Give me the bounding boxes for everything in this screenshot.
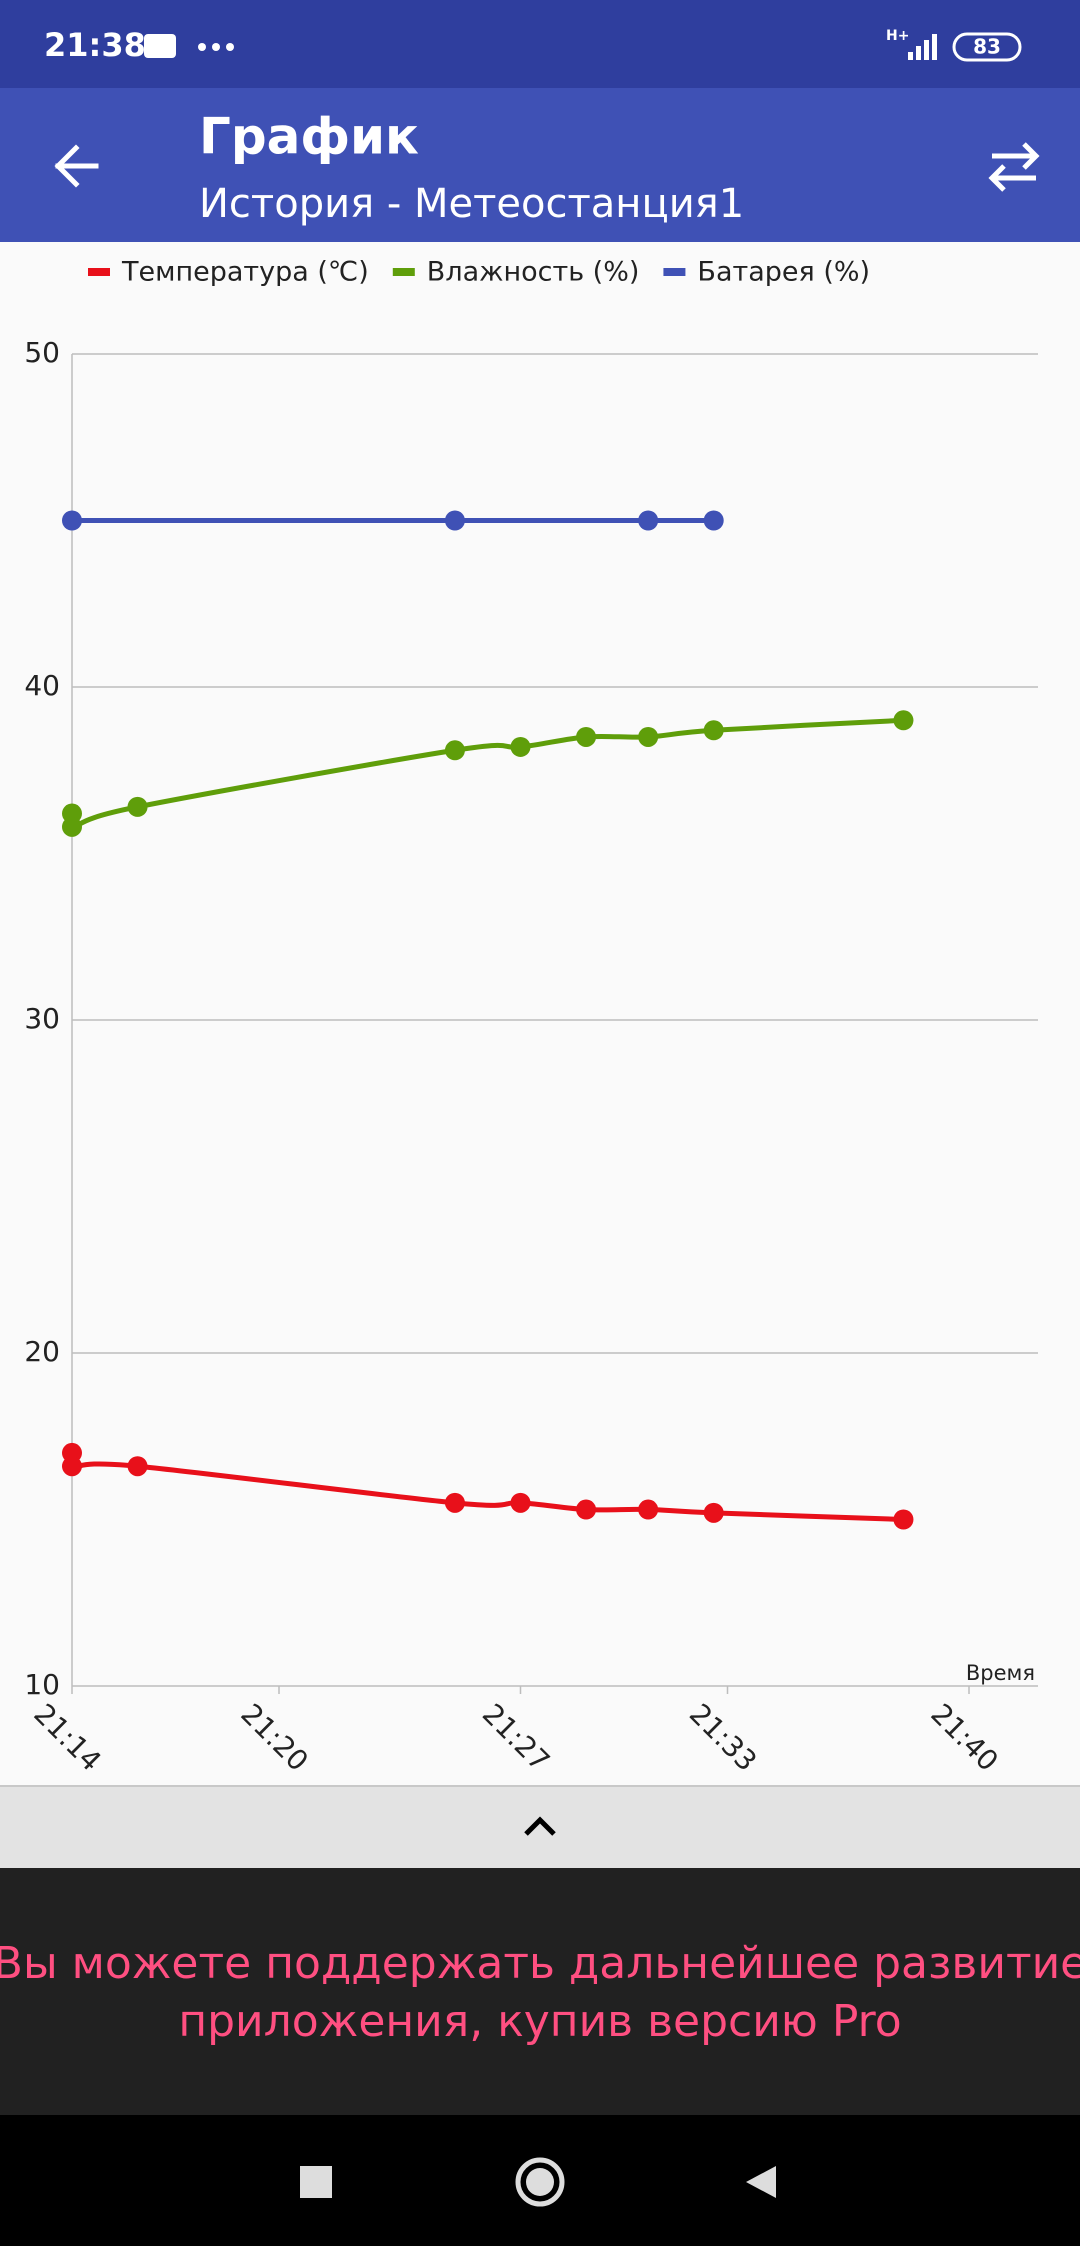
y-tick-label: 40 bbox=[24, 669, 60, 702]
status-bar bbox=[0, 0, 1080, 88]
battery-level: 83 bbox=[973, 35, 1001, 59]
more-icon bbox=[198, 43, 234, 51]
x-tick-label: 21:27 bbox=[476, 1697, 556, 1777]
ad-text-line: приложения, купив версию Pro bbox=[178, 1996, 901, 2047]
x-tick-label: 21:20 bbox=[234, 1697, 314, 1777]
message-icon bbox=[144, 34, 176, 58]
data-point bbox=[638, 726, 659, 747]
y-tick-label: 10 bbox=[24, 1668, 60, 1701]
x-axis-label: Время bbox=[966, 1661, 1035, 1685]
bottom-handle[interactable] bbox=[0, 1786, 1080, 1868]
y-tick-label: 30 bbox=[24, 1002, 60, 1035]
data-point bbox=[444, 740, 465, 761]
data-point bbox=[510, 1492, 531, 1513]
app-title: График bbox=[199, 108, 419, 166]
x-tick-label: 21:33 bbox=[683, 1697, 763, 1777]
data-point bbox=[62, 510, 82, 531]
data-point bbox=[638, 1499, 659, 1520]
back-nav-button[interactable] bbox=[746, 2166, 776, 2198]
series-line bbox=[64, 1451, 904, 1522]
y-tick-label: 50 bbox=[24, 336, 60, 369]
legend-swatch bbox=[88, 268, 110, 276]
chart: Температура (℃) Влажность (%) Батарея (%) 1… bbox=[24, 257, 1038, 1778]
data-point bbox=[638, 510, 659, 531]
data-point bbox=[893, 710, 914, 731]
data-point bbox=[444, 1492, 465, 1513]
data-point bbox=[576, 726, 597, 747]
network-type: H+ bbox=[886, 28, 909, 44]
recents-button[interactable] bbox=[300, 2166, 332, 2198]
data-point bbox=[703, 1502, 724, 1523]
swap-button[interactable] bbox=[988, 142, 1040, 192]
data-point bbox=[127, 1456, 148, 1477]
status-time: 21:38 bbox=[44, 26, 146, 64]
ad-text-line: Вы можете поддержать дальнейшее развитие bbox=[0, 1938, 1080, 1989]
signal-icon bbox=[908, 34, 937, 60]
data-point bbox=[703, 720, 724, 741]
legend-label: Температура (℃) bbox=[121, 257, 369, 288]
legend-label: Влажность (%) bbox=[427, 257, 640, 288]
x-tick-label: 21:40 bbox=[924, 1697, 1004, 1777]
x-tick-label: 21:14 bbox=[27, 1697, 107, 1777]
data-point bbox=[893, 1509, 914, 1530]
legend-swatch bbox=[392, 268, 415, 276]
expand-icon[interactable] bbox=[524, 1816, 556, 1836]
app-subtitle: История - Метеостанция1 bbox=[199, 181, 744, 227]
legend-label: Батарея (%) bbox=[697, 257, 870, 288]
data-point bbox=[444, 510, 465, 531]
legend-swatch bbox=[663, 268, 686, 276]
data-point bbox=[62, 816, 82, 837]
app-bar bbox=[0, 88, 1080, 242]
battery-icon bbox=[952, 32, 1022, 62]
ad-banner[interactable] bbox=[0, 1868, 1080, 2115]
back-button[interactable] bbox=[54, 144, 99, 188]
data-point bbox=[127, 796, 148, 817]
data-point bbox=[703, 510, 724, 531]
data-point bbox=[510, 736, 531, 757]
home-button[interactable] bbox=[515, 2157, 565, 2207]
y-tick-label: 20 bbox=[24, 1335, 60, 1368]
data-point bbox=[62, 1456, 82, 1477]
data-point bbox=[576, 1499, 597, 1520]
series-line bbox=[64, 717, 904, 830]
